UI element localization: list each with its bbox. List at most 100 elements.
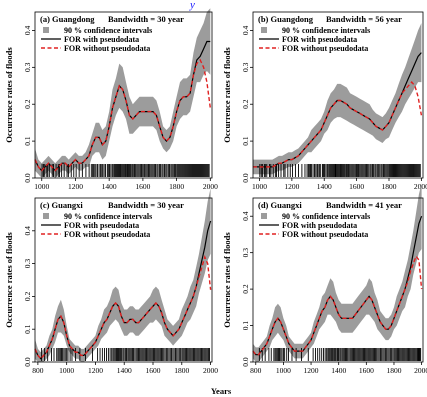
x-tick-label: 1200 — [284, 182, 299, 191]
x-tick-label: 2000 — [414, 182, 427, 191]
y-tick-label: 0.1 — [23, 136, 32, 146]
y-tick-label: 0.3 — [23, 259, 32, 269]
chart-panel-1: 1000 1200 1400 1600 1800 2000 0.0 0.1 0.2 0.3 0.4 O… — [4, 8, 218, 191]
series-line-without-pseudodata — [253, 81, 423, 168]
bandwidth-label: Bandwidth = 56 year — [326, 14, 402, 24]
x-tick-label: 800 — [250, 366, 262, 375]
y-tick-label: 0.0 — [23, 173, 32, 183]
x-tick-label: 1200 — [68, 182, 83, 191]
legend-swatch-ci — [43, 27, 49, 33]
y-axis-label: Occurrence rates of floods — [222, 47, 232, 143]
x-tick-label: 1200 — [88, 366, 103, 375]
plot-frame — [252, 11, 424, 179]
y-tick-label: 0.3 — [241, 248, 250, 258]
x-tick-label: 1000 — [59, 366, 74, 375]
flood-year-rug — [259, 164, 421, 177]
panel-title: (b) Guangdong — [258, 14, 314, 24]
panel-title: (a) Guangdong — [40, 14, 95, 24]
legend-label-ci: 90 % confidence intervals — [282, 212, 370, 221]
x-tick-label: 1600 — [359, 366, 374, 375]
legend-label-with: FOR with pseudodata — [282, 221, 357, 230]
chart-panel-3: 800 1000 1200 1400 1600 1800 2000 0.0 0.1 0.2 0.3 0… — [4, 188, 218, 375]
x-tick-label: 2000 — [414, 366, 427, 375]
legend-label-ci: 90 % confidence intervals — [282, 26, 370, 35]
y-tick-label: 0.0 — [241, 357, 250, 367]
bandwidth-label: Bandwidth = 30 year — [108, 200, 184, 210]
legend-label-without: FOR without pseudodata — [282, 230, 368, 239]
confidence-band — [35, 188, 211, 362]
legend-swatch-ci — [261, 27, 267, 33]
y-tick-label: 0.2 — [23, 99, 32, 109]
x-tick-label: 1400 — [117, 366, 132, 375]
x-tick-label: 800 — [32, 366, 44, 375]
panel-title: (d) Guangxi — [258, 200, 302, 210]
legend-label-without: FOR without pseudodata — [64, 44, 150, 53]
series-line-without-pseudodata — [34, 254, 212, 360]
y-tick-label: 0.0 — [241, 173, 250, 183]
panel-title: (c) Guangxi — [40, 200, 83, 210]
series-line-with-pseudodata — [34, 220, 212, 360]
legend-label-ci: 90 % confidence intervals — [64, 212, 152, 221]
y-axis-label: Occurrence rates of floods — [222, 232, 232, 328]
legend-label-ci: 90 % confidence intervals — [64, 26, 152, 35]
x-tick-label: 1800 — [386, 366, 401, 375]
x-tick-label: 1000 — [276, 366, 291, 375]
x-tick-label: 1800 — [174, 366, 189, 375]
y-tick-label: 0.4 — [23, 26, 32, 36]
x-tick-label: 1600 — [135, 182, 150, 191]
plot-frame — [252, 197, 424, 363]
chart-panels: 1000 1200 1400 1600 1800 2000 0.0 0.1 0.2 0.3 0.4 O… — [4, 8, 427, 375]
confidence-band — [35, 8, 211, 178]
flood-year-rug — [41, 164, 210, 177]
flood-year-rug — [41, 348, 211, 361]
y-tick-label: 0.0 — [23, 357, 32, 367]
y-tick-label: 0.4 — [241, 26, 250, 36]
bandwidth-label: Bandwidth = 30 year — [108, 14, 184, 24]
legend-label-without: FOR without pseudodata — [64, 230, 150, 239]
chart-panel-4: 800 1000 1200 1400 1600 1800 2000 0.0 0.1 0.2 0.3 0… — [222, 183, 427, 375]
y-tick-label: 0.4 — [241, 211, 250, 221]
y-tick-label: 0.3 — [241, 62, 250, 72]
plot-frame — [34, 197, 213, 363]
y-tick-label: 0.1 — [241, 321, 250, 331]
x-tick-label: 1400 — [102, 182, 117, 191]
y-axis-label: Occurrence rates of floods — [4, 232, 14, 328]
chart-panel-2: 1000 1200 1400 1600 1800 2000 0.0 0.1 0.2 0.3 0.4 O… — [222, 11, 427, 191]
legend-label-without: FOR without pseudodata — [282, 44, 368, 53]
x-tick-label: 1600 — [349, 182, 364, 191]
x-tick-label: 1400 — [331, 366, 346, 375]
legend-swatch-ci — [43, 213, 49, 219]
x-tick-label: 1800 — [169, 182, 184, 191]
legend-label-with: FOR with pseudodata — [64, 35, 139, 44]
series-line-without-pseudodata — [252, 254, 423, 356]
x-tick-label: 1000 — [252, 182, 267, 191]
plot-frame — [34, 11, 213, 179]
confidence-band — [253, 183, 422, 362]
top-fragment-text: y — [189, 0, 195, 11]
y-tick-label: 0.2 — [23, 291, 32, 301]
x-tick-label: 1600 — [146, 366, 161, 375]
x-tick-label: 2000 — [203, 182, 218, 191]
x-tick-label: 1800 — [382, 182, 397, 191]
x-tick-label: 1000 — [34, 182, 49, 191]
x-tick-label: 1400 — [317, 182, 332, 191]
y-tick-label: 0.3 — [23, 62, 32, 72]
x-tick-label: 1200 — [304, 366, 319, 375]
legend-swatch-ci — [261, 213, 267, 219]
y-tick-label: 0.4 — [23, 226, 32, 236]
x-tick-label: 2000 — [203, 366, 218, 375]
series-line-without-pseudodata — [34, 58, 211, 172]
y-axis-label: Occurrence rates of floods — [4, 47, 14, 143]
y-tick-label: 0.2 — [241, 99, 250, 109]
bandwidth-label: Bandwidth = 41 year — [326, 200, 402, 210]
x-axis-title: Years — [211, 386, 232, 396]
flood-year-rug — [258, 348, 422, 361]
legend-label-with: FOR with pseudodata — [64, 221, 139, 230]
y-tick-label: 0.1 — [241, 136, 250, 146]
y-tick-label: 0.1 — [23, 324, 32, 334]
